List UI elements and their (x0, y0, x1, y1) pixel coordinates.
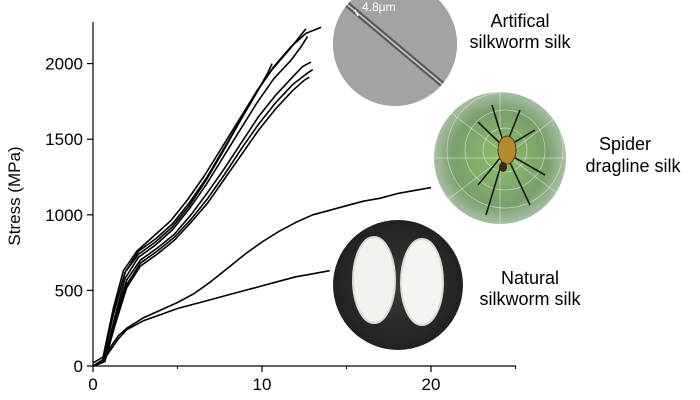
y-tick-label: 1000 (45, 206, 83, 225)
x-tick-label: 10 (253, 375, 272, 394)
fiber-micrograph-inset: 4.8μm (333, 0, 457, 106)
label-artificial-line2: silkworm silk (470, 32, 572, 52)
label-natural-line2: silkworm silk (480, 289, 582, 309)
plot-lines (92, 26, 432, 367)
series-line-artificial-3 (92, 61, 312, 367)
axes: 0 500 1000 1500 2000 0 10 20 Stress (MPa) (5, 22, 516, 394)
y-tick-label: 0 (74, 357, 83, 376)
label-artificial-line1: Artifical (490, 11, 549, 31)
scale-bar (354, 9, 359, 17)
label-spider-line2: dragline silk (585, 156, 681, 176)
x-tick-label: 0 (88, 375, 97, 394)
y-tick-label: 1500 (45, 130, 83, 149)
scale-bar-label: 4.8μm (362, 0, 396, 14)
label-spider-line1: Spider (599, 134, 651, 154)
spider-photo-inset (434, 92, 566, 224)
series-line-artificial-4 (92, 68, 314, 367)
x-ticks: 0 10 20 (88, 366, 516, 394)
series-line-artificial-5 (92, 76, 310, 367)
label-natural-line1: Natural (501, 268, 559, 288)
series-line-artificial-6 (92, 26, 322, 367)
series-line-natural-8 (92, 269, 330, 367)
series-line-spider-7 (92, 186, 432, 367)
x-tick-label: 20 (422, 375, 441, 394)
y-tick-label: 500 (55, 281, 83, 300)
y-ticks: 0 500 1000 1500 2000 (45, 55, 93, 376)
y-tick-label: 2000 (45, 55, 83, 74)
y-axis-title: Stress (MPa) (5, 146, 24, 245)
cocoon-photo-inset (333, 220, 463, 350)
series-line-artificial-1 (92, 35, 309, 367)
